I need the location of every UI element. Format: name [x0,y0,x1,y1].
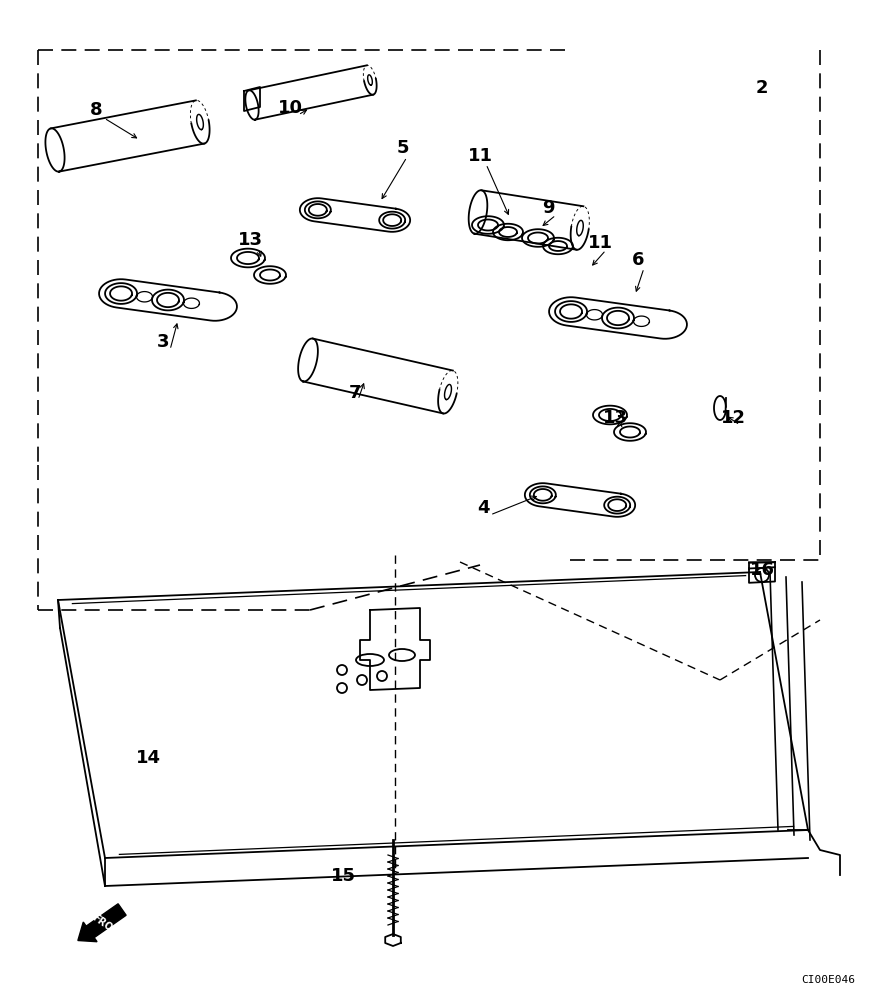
Text: 9: 9 [542,199,555,217]
Text: 13: 13 [603,409,628,427]
Text: 8: 8 [90,101,102,119]
Text: 2: 2 [756,79,768,97]
Text: 13: 13 [237,231,262,249]
Text: 6: 6 [631,251,644,269]
Text: CI00E046: CI00E046 [801,975,855,985]
Text: 12: 12 [720,409,746,427]
Text: 7: 7 [349,384,361,402]
Text: 11: 11 [588,234,612,252]
Text: 16: 16 [750,561,774,579]
Text: 4: 4 [477,499,489,517]
Text: 11: 11 [467,147,493,165]
Text: 14: 14 [135,749,160,767]
Text: 10: 10 [277,99,303,117]
Text: 5: 5 [397,139,409,157]
Text: 3: 3 [157,333,169,351]
Polygon shape [78,904,126,942]
Text: FRONT: FRONT [90,912,126,942]
Text: 15: 15 [330,867,356,885]
